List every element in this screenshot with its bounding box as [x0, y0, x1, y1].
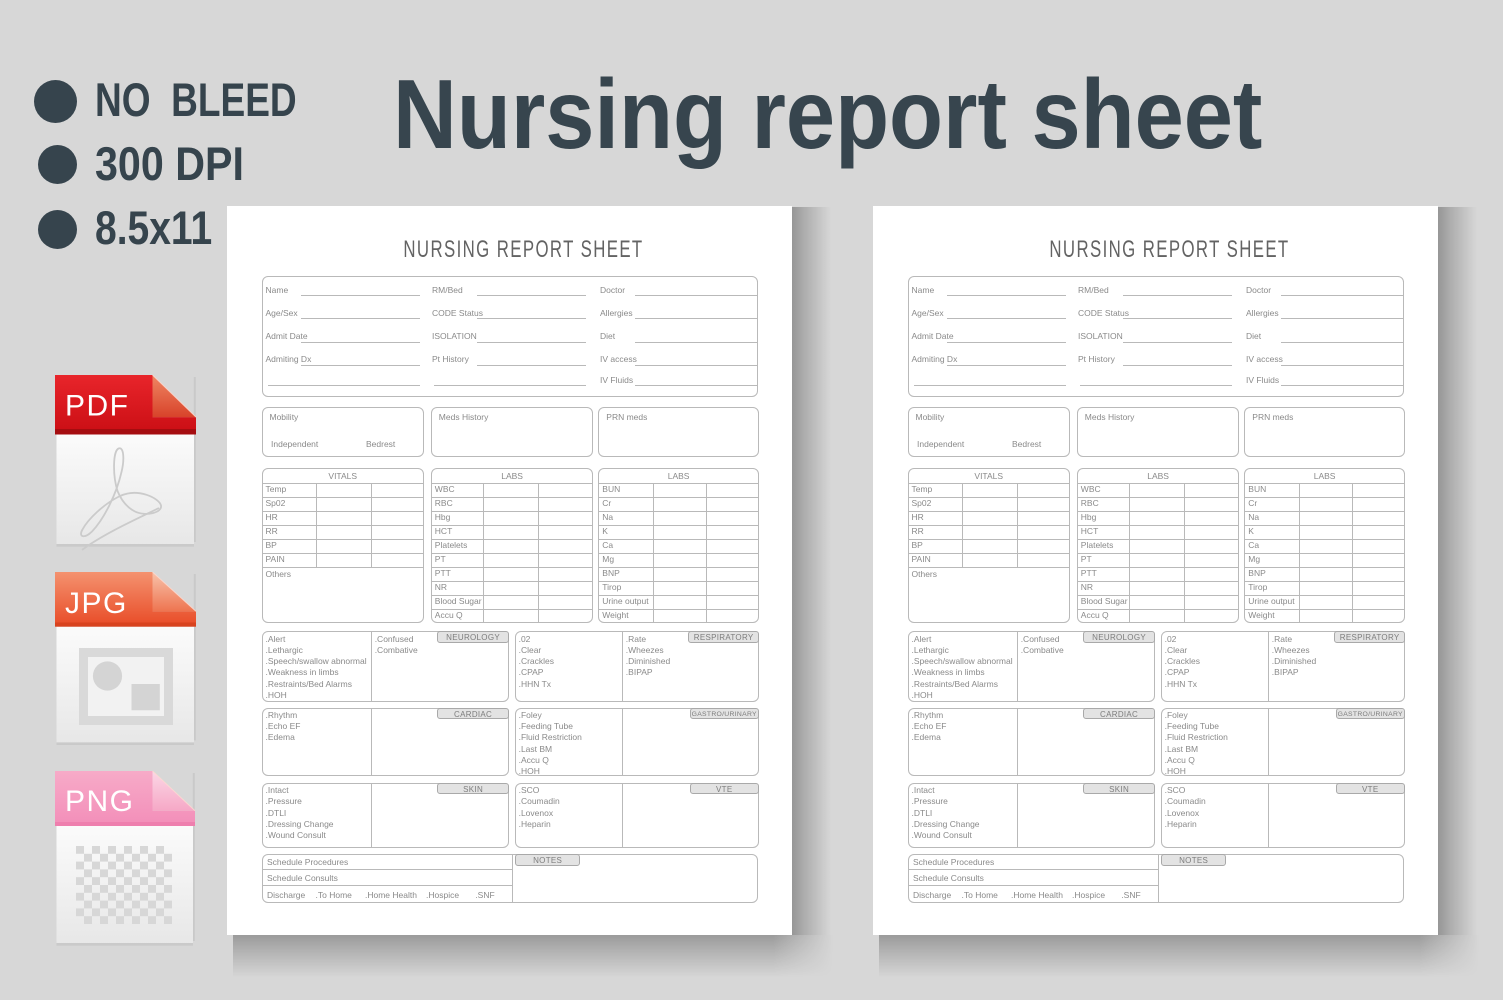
- svg-text:PDF: PDF: [65, 390, 130, 423]
- svg-text:JPG: JPG: [65, 587, 128, 620]
- svg-text:PNG: PNG: [65, 785, 135, 818]
